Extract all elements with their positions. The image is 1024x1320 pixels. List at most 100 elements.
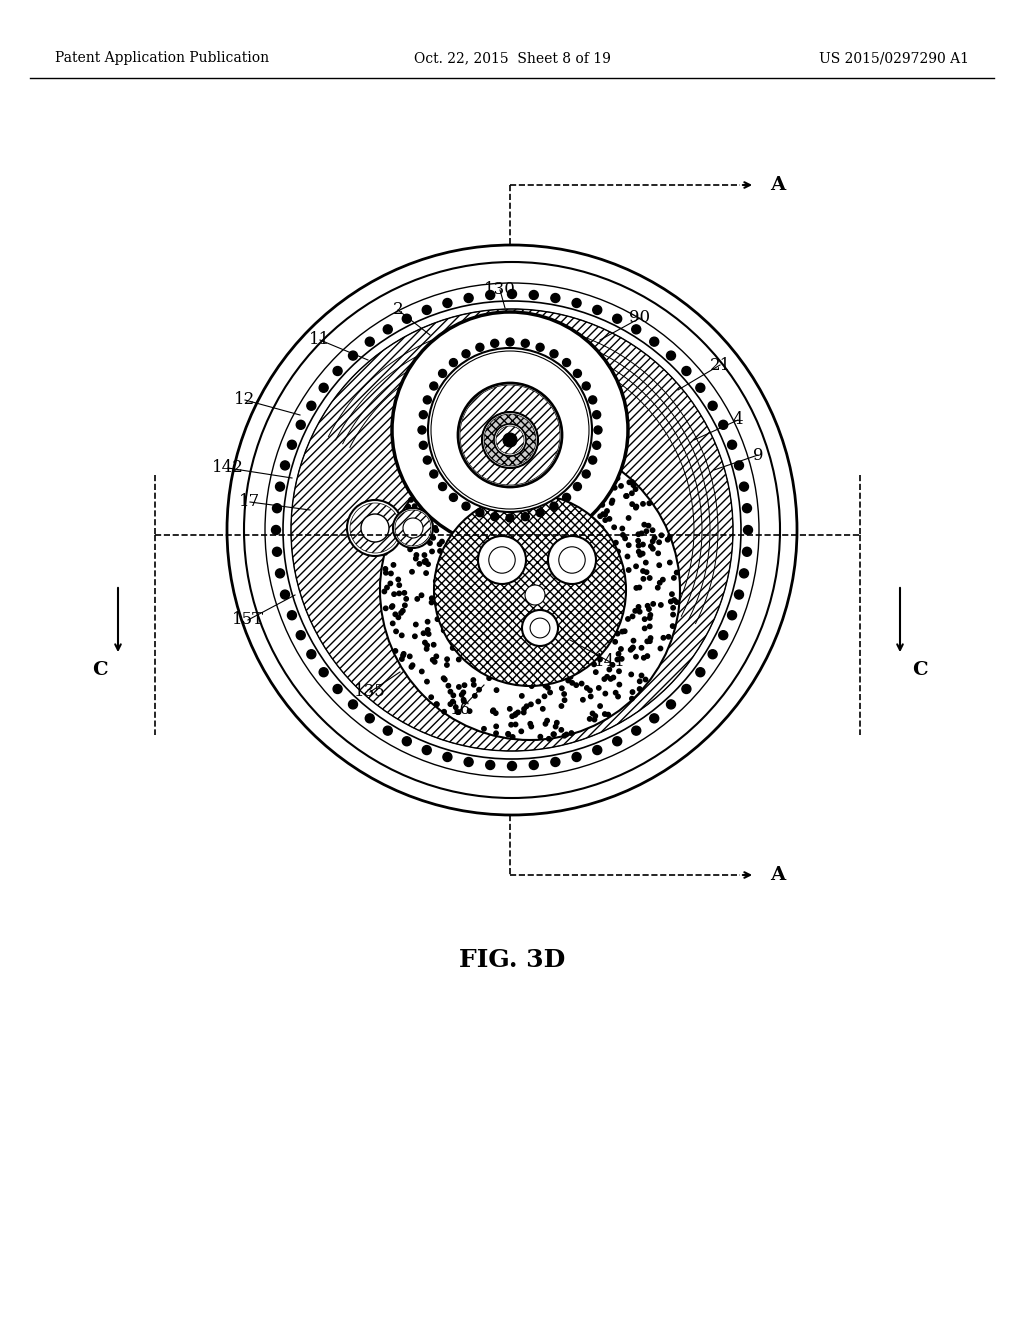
Circle shape (669, 599, 673, 603)
Circle shape (675, 599, 679, 605)
Circle shape (468, 536, 472, 540)
Circle shape (530, 564, 535, 568)
Circle shape (557, 631, 562, 635)
Circle shape (649, 714, 658, 723)
Circle shape (614, 609, 620, 612)
Circle shape (633, 609, 637, 612)
Circle shape (422, 560, 427, 564)
Circle shape (462, 503, 466, 508)
Circle shape (507, 565, 511, 569)
Circle shape (650, 528, 654, 532)
Circle shape (414, 557, 418, 561)
Circle shape (508, 463, 512, 469)
Circle shape (502, 631, 506, 636)
Circle shape (397, 591, 401, 595)
Circle shape (597, 486, 601, 491)
Circle shape (519, 729, 523, 734)
Circle shape (630, 647, 634, 651)
Circle shape (593, 441, 601, 449)
Circle shape (536, 595, 540, 601)
Circle shape (641, 502, 645, 506)
Circle shape (631, 483, 636, 487)
Circle shape (530, 618, 550, 638)
Circle shape (742, 504, 752, 512)
Circle shape (468, 626, 472, 631)
Circle shape (545, 718, 549, 723)
Circle shape (582, 663, 586, 668)
Circle shape (393, 612, 397, 616)
Circle shape (529, 290, 539, 300)
Circle shape (459, 623, 463, 627)
Circle shape (541, 706, 545, 711)
Circle shape (475, 626, 480, 631)
Circle shape (480, 543, 485, 548)
Circle shape (417, 512, 422, 517)
Circle shape (396, 615, 400, 619)
Circle shape (636, 539, 640, 543)
Circle shape (591, 521, 595, 525)
Circle shape (591, 711, 595, 715)
Circle shape (461, 558, 465, 564)
Circle shape (402, 590, 407, 595)
Circle shape (640, 552, 645, 556)
Circle shape (568, 515, 572, 520)
Circle shape (414, 622, 418, 627)
Circle shape (471, 562, 475, 566)
Circle shape (538, 516, 542, 521)
Circle shape (432, 660, 437, 664)
Circle shape (484, 446, 488, 450)
Circle shape (615, 549, 621, 553)
Circle shape (568, 579, 573, 583)
Circle shape (604, 541, 608, 545)
Circle shape (581, 697, 585, 702)
Circle shape (645, 653, 649, 659)
Circle shape (670, 591, 674, 597)
Circle shape (385, 585, 389, 590)
Circle shape (288, 611, 296, 620)
Circle shape (514, 537, 519, 541)
Circle shape (443, 298, 452, 308)
Circle shape (612, 486, 616, 490)
Circle shape (470, 457, 474, 462)
Circle shape (617, 682, 622, 686)
Circle shape (577, 483, 581, 487)
Circle shape (529, 760, 539, 770)
Text: 135: 135 (354, 684, 386, 701)
Circle shape (551, 758, 560, 767)
Circle shape (467, 709, 472, 713)
Circle shape (383, 325, 392, 334)
Circle shape (445, 607, 450, 612)
Circle shape (567, 585, 572, 589)
Circle shape (551, 543, 556, 546)
Circle shape (503, 433, 517, 447)
Circle shape (506, 733, 511, 737)
Circle shape (634, 586, 639, 590)
Circle shape (509, 631, 513, 635)
Circle shape (610, 663, 614, 667)
Circle shape (682, 685, 691, 693)
Circle shape (453, 589, 457, 593)
Circle shape (296, 631, 305, 640)
Circle shape (390, 603, 394, 609)
Circle shape (592, 663, 596, 667)
Circle shape (655, 586, 659, 590)
Circle shape (557, 554, 562, 560)
Circle shape (518, 561, 522, 565)
Circle shape (609, 500, 613, 506)
Circle shape (291, 309, 733, 751)
Circle shape (629, 672, 634, 677)
Circle shape (607, 668, 611, 672)
Circle shape (525, 536, 529, 540)
Circle shape (450, 359, 458, 367)
Circle shape (400, 537, 404, 543)
Circle shape (441, 676, 445, 680)
Circle shape (402, 737, 412, 746)
Circle shape (430, 549, 434, 553)
Circle shape (588, 688, 592, 693)
Circle shape (452, 540, 457, 544)
Circle shape (546, 531, 551, 535)
Circle shape (454, 644, 458, 649)
Circle shape (484, 630, 488, 634)
Circle shape (632, 726, 641, 735)
Circle shape (452, 624, 456, 630)
